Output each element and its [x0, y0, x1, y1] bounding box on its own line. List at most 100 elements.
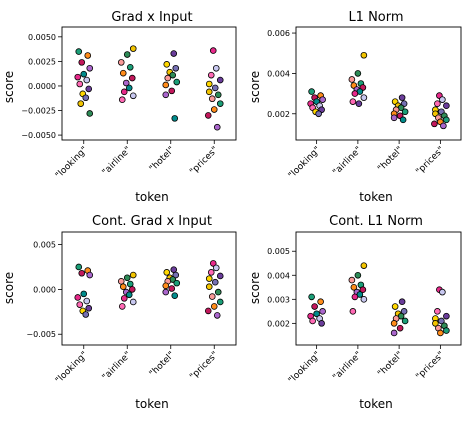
data-point: [399, 116, 407, 124]
data-point: [208, 293, 216, 300]
x-tick-label: "hotel": [376, 350, 405, 379]
data-point: [355, 100, 363, 107]
data-point: [76, 301, 84, 308]
data-point: [209, 47, 217, 54]
data-point: [360, 51, 368, 59]
x-tick-label: "hotel": [376, 145, 405, 174]
data-point: [75, 263, 83, 271]
x-axis-label: token: [359, 397, 393, 411]
data-point: [348, 76, 356, 83]
data-point: [216, 76, 224, 84]
data-point: [313, 310, 320, 318]
panel-cont-grad-x-input: Cont. Grad x Input score token −0.005 0.0…: [2, 214, 237, 411]
panel-l1-norm: L1 Norm score token 0.002 0.004 0.006 "look…: [248, 10, 462, 204]
data-point: [171, 115, 179, 122]
data-point: [123, 51, 131, 58]
data-point: [128, 286, 136, 293]
data-point: [204, 112, 212, 119]
x-tick-label: "airline": [331, 145, 364, 178]
data-point: [123, 274, 131, 282]
data-point: [129, 271, 137, 279]
x-tick-label: "airline": [101, 350, 134, 383]
panel-grad-x-input: Grad x Input score token −0.0050 −0.0025 0…: [2, 10, 237, 204]
data-point: [443, 312, 450, 320]
data-point: [213, 123, 221, 131]
data-point: [162, 288, 170, 296]
y-axis-label: score: [248, 272, 262, 304]
plot-frame: [295, 231, 462, 346]
x-tick-label: "prices": [188, 350, 220, 382]
data-point: [434, 308, 441, 315]
chart-title: Cont. Grad x Input: [92, 214, 212, 229]
data-point: [172, 271, 180, 279]
data-point: [83, 297, 91, 305]
data-point: [118, 303, 126, 310]
data-point: [350, 283, 358, 291]
y-tick-label: 0.002: [267, 319, 290, 328]
y-axis-label: score: [2, 71, 16, 103]
data-point: [315, 110, 322, 118]
x-tick-label: "prices": [188, 145, 220, 177]
x-axis-label: token: [135, 190, 169, 204]
data-point: [207, 71, 215, 79]
y-tick-label: 0.006: [267, 29, 290, 38]
panel-cont-l1-norm: Cont. L1 Norm score token 0.002 0.003 0.00…: [248, 214, 462, 411]
data-point: [360, 94, 368, 101]
x-tick-label: "airline": [331, 350, 364, 383]
data-point: [122, 79, 130, 87]
chart-title: L1 Norm: [348, 10, 403, 25]
y-tick-label: 0.003: [267, 295, 290, 304]
data-point: [86, 64, 94, 72]
data-point: [120, 295, 128, 302]
data-point: [204, 307, 212, 315]
data-point: [117, 278, 125, 285]
data-point: [170, 266, 178, 273]
data-point: [390, 114, 398, 122]
data-point: [439, 96, 446, 103]
data-point: [169, 71, 177, 79]
data-point: [86, 110, 94, 117]
data-point: [170, 50, 178, 57]
y-tick-label: 0.002: [267, 110, 290, 119]
x-tick-label: "airline": [101, 145, 134, 178]
data-point: [308, 88, 315, 95]
data-point: [118, 96, 126, 104]
x-tick-label: "prices": [414, 350, 446, 382]
data-point: [432, 320, 439, 327]
data-point: [125, 291, 133, 299]
plot-frame: [295, 26, 462, 141]
data-point: [351, 293, 359, 301]
data-point: [86, 271, 94, 279]
data-point: [439, 288, 446, 296]
data-point: [211, 278, 219, 286]
x-tick-label: "prices": [414, 145, 446, 177]
x-tick-label: "hotel": [148, 145, 177, 174]
data-point: [82, 94, 90, 102]
data-point: [162, 282, 170, 290]
data-point: [209, 260, 217, 267]
x-axis-label: token: [359, 190, 393, 204]
data-point: [163, 61, 171, 68]
data-point: [401, 108, 409, 116]
x-axis-label: token: [135, 397, 169, 411]
data-point: [210, 303, 218, 310]
y-tick-label: −0.0050: [21, 131, 56, 140]
chart-title: Grad x Input: [111, 10, 192, 25]
data-point: [213, 312, 221, 319]
data-point: [311, 303, 318, 310]
y-tick-label: 0.004: [267, 69, 290, 78]
data-point: [398, 298, 406, 306]
data-point: [205, 80, 213, 88]
data-point: [216, 100, 224, 107]
chart-title: Cont. L1 Norm: [329, 214, 423, 229]
data-point: [126, 63, 134, 71]
data-point: [212, 264, 220, 272]
data-point: [308, 293, 315, 301]
data-point: [205, 88, 213, 96]
data-point: [205, 275, 213, 282]
data-point: [401, 317, 409, 325]
data-point: [129, 92, 137, 100]
y-axis-label: score: [2, 272, 16, 304]
data-point: [317, 298, 324, 306]
